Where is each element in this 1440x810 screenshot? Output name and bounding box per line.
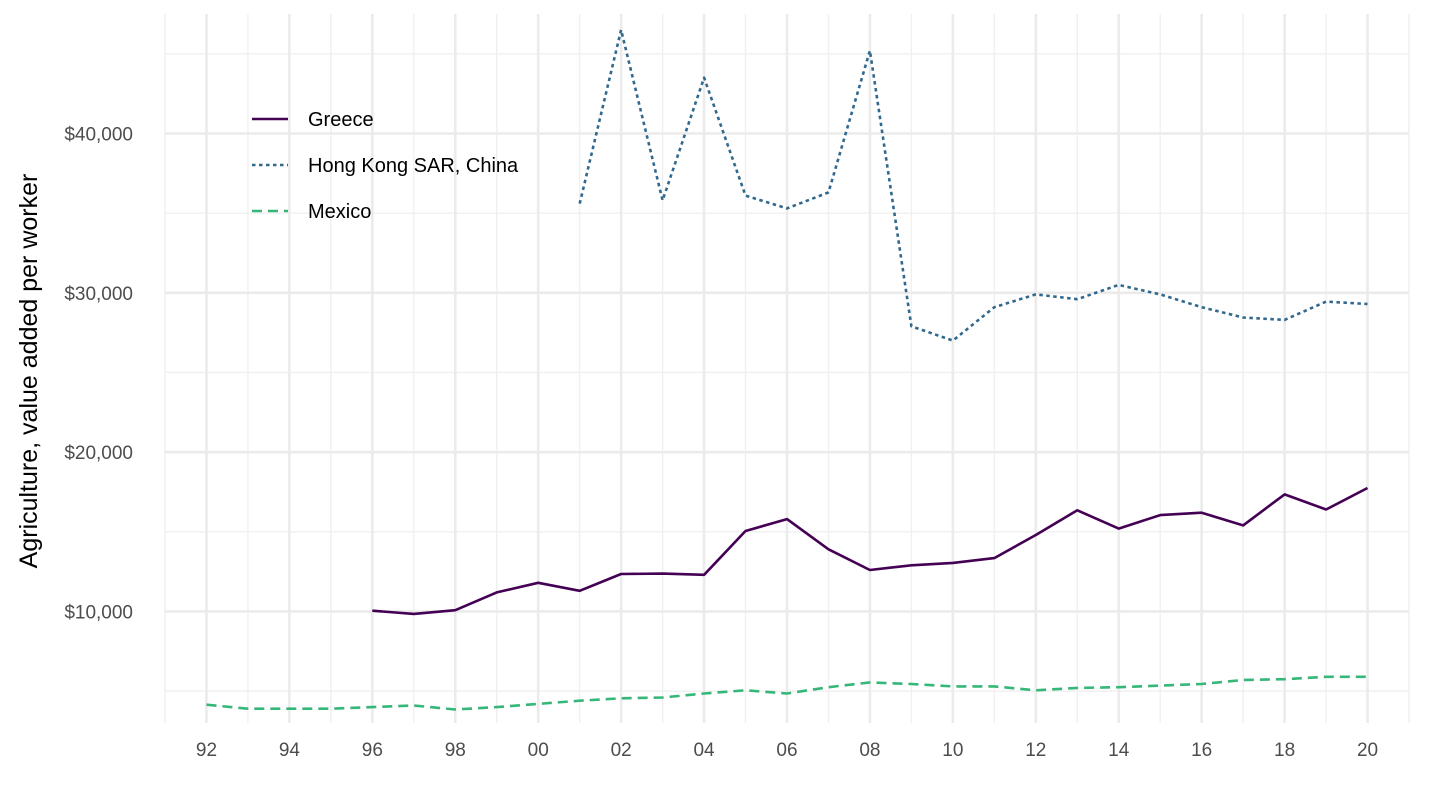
series-line-hong-kong-sar-china (578, 28, 1368, 342)
x-tick-label: 98 (445, 740, 466, 761)
x-tick-label: 14 (1108, 740, 1130, 761)
x-tick-label: 06 (776, 740, 797, 761)
x-tick-label: 08 (859, 740, 880, 761)
y-axis-label: Agriculture, value added per worker (15, 174, 43, 569)
x-tick-label: 00 (528, 740, 549, 761)
legend-label: Greece (308, 109, 374, 131)
y-axis-tick-labels: $10,000 $20,000 $30,000 $40,000 (64, 124, 133, 623)
x-tick-label: 16 (1191, 740, 1212, 761)
legend: Greece Hong Kong SAR, China Mexico (252, 109, 519, 223)
legend-item: Mexico (252, 201, 371, 223)
legend-label: Mexico (308, 201, 371, 223)
x-tick-label: 04 (693, 740, 715, 761)
x-axis-tick-labels: 92 94 96 98 00 02 04 06 08 10 12 14 16 18 20 (196, 740, 1378, 761)
series-line-mexico (206, 675, 1368, 711)
x-tick-label: 94 (279, 740, 301, 761)
y-tick-label: $20,000 (64, 443, 133, 464)
series-line-greece (372, 486, 1369, 616)
y-tick-label: $40,000 (64, 124, 133, 145)
x-tick-label: 92 (196, 740, 217, 761)
x-tick-label: 96 (362, 740, 383, 761)
minor-x-gridlines (164, 14, 1410, 723)
x-tick-label: 20 (1357, 740, 1378, 761)
x-tick-label: 10 (942, 740, 963, 761)
legend-item: Hong Kong SAR, China (252, 155, 519, 177)
legend-label: Hong Kong SAR, China (308, 155, 519, 177)
series-lines (206, 28, 1369, 711)
x-tick-label: 12 (1025, 740, 1046, 761)
legend-item: Greece (252, 109, 374, 131)
x-tick-label: 02 (611, 740, 632, 761)
major-x-gridlines (205, 14, 1369, 723)
y-tick-label: $30,000 (64, 284, 133, 305)
x-tick-label: 18 (1274, 740, 1295, 761)
y-tick-label: $10,000 (64, 602, 133, 623)
